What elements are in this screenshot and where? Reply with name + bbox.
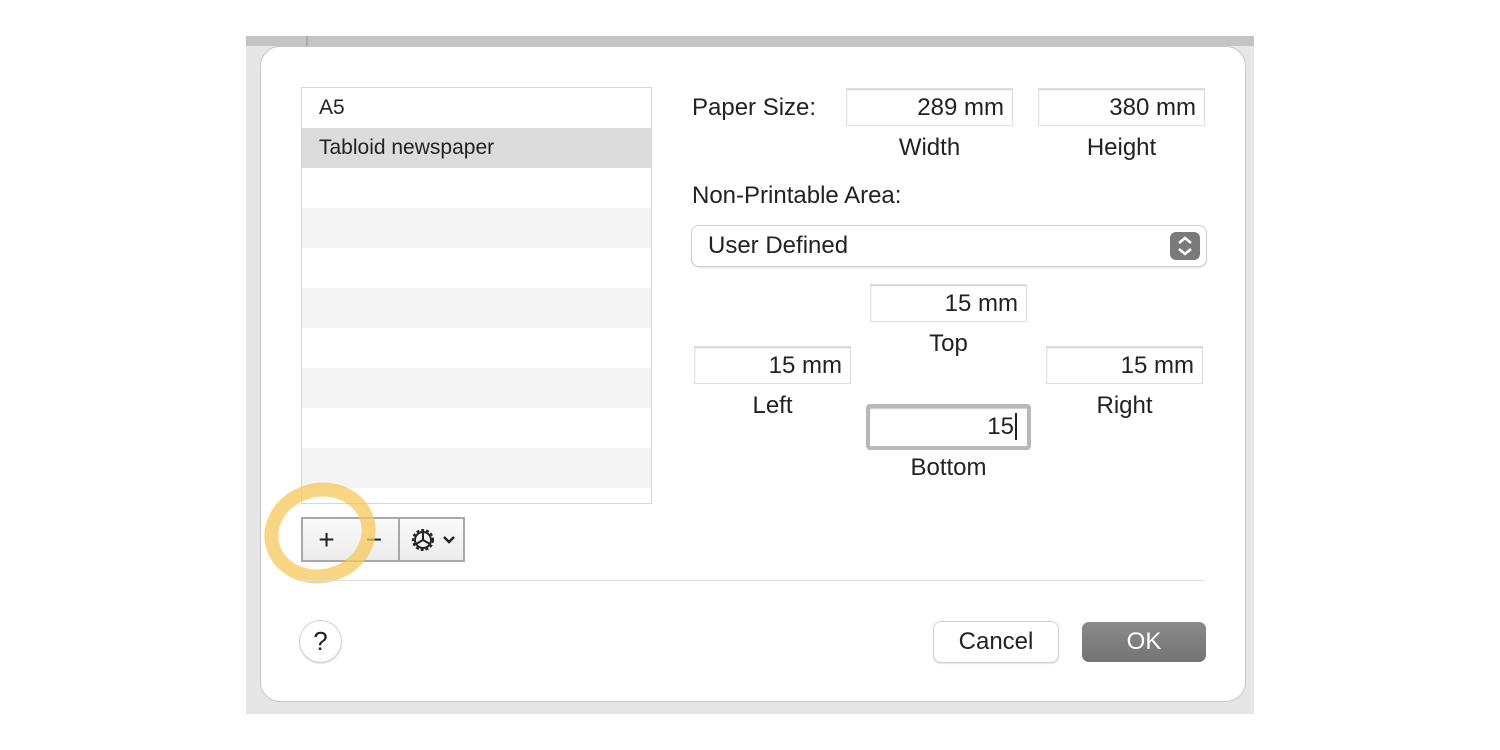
list-item-selected[interactable]: Tabloid newspaper [302,128,651,168]
height-label: Height [1086,134,1157,161]
background-toolbar [246,36,1254,46]
up-down-chevron-icon [1170,232,1200,260]
paper-size-list[interactable]: A5 Tabloid newspaper [301,87,652,504]
minus-icon: − [365,523,383,555]
select-value: User Defined [708,232,849,259]
width-field[interactable]: 289 mm [846,88,1013,126]
top-margin-field[interactable]: 15 mm [870,284,1027,322]
divider [306,36,308,46]
gear-icon [411,528,434,551]
cancel-button[interactable]: Cancel [934,622,1058,662]
empty-row [302,248,651,288]
height-field[interactable]: 380 mm [1038,88,1205,126]
empty-row [302,448,651,488]
bottom-margin-field[interactable]: 15​ [866,404,1031,450]
separator [301,580,1204,581]
chevron-down-icon [442,535,455,544]
empty-row [302,208,651,248]
right-margin-field[interactable]: 15 mm [1046,346,1203,384]
empty-row [302,288,651,328]
bottom-label: Bottom [910,454,987,481]
ok-button[interactable]: OK [1082,622,1206,662]
list-item[interactable]: A5 [319,96,345,119]
top-label: Top [929,330,968,357]
paper-size-label: Paper Size: [692,94,817,121]
empty-row [302,408,651,448]
remove-button[interactable]: − [350,517,400,562]
plus-icon: + [318,523,335,555]
empty-row [302,328,651,368]
left-label: Left [752,392,793,419]
non-printable-area-label: Non-Printable Area: [692,182,902,209]
text-cursor: ​ [1015,413,1017,440]
empty-row [302,368,651,408]
right-label: Right [1096,392,1153,419]
non-printable-area-select[interactable]: User Defined [692,226,1206,266]
field-value: 15 [987,413,1014,440]
empty-row [302,168,651,208]
add-button[interactable]: + [301,517,352,562]
left-margin-field[interactable]: 15 mm [694,346,851,384]
help-button[interactable]: ? [300,621,341,662]
width-label: Width [898,134,961,161]
gear-menu-button[interactable] [398,517,465,562]
